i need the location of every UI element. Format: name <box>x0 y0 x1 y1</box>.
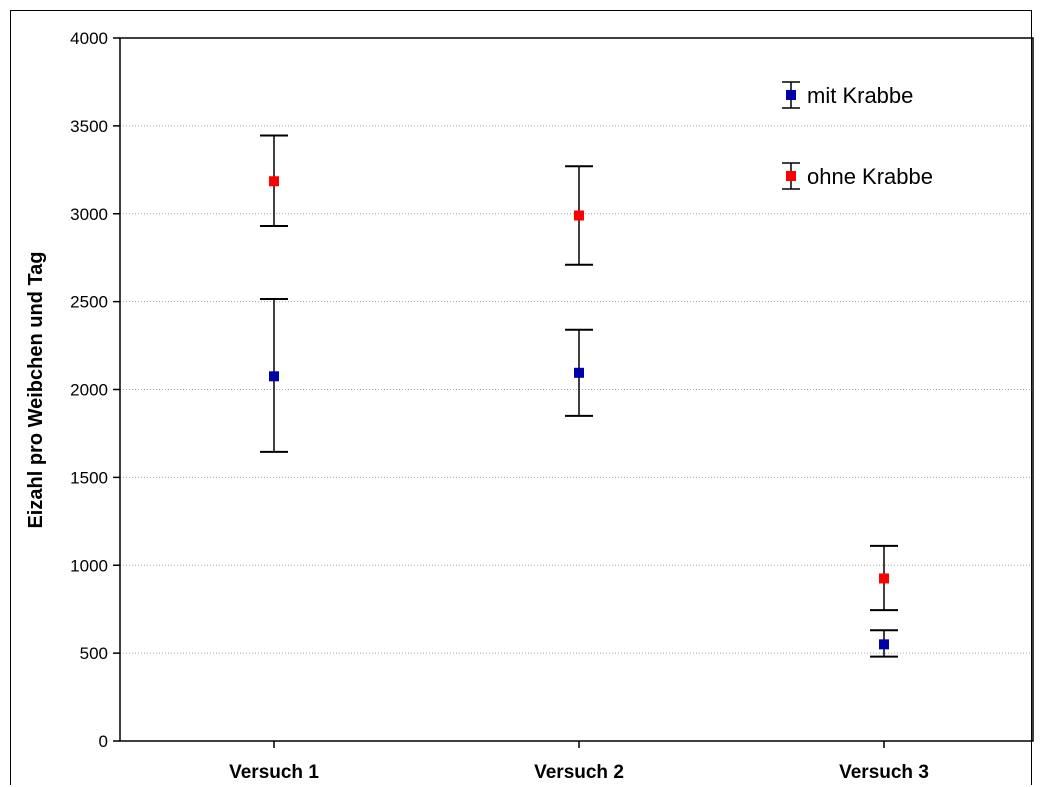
y-tick-label: 2000 <box>70 381 108 400</box>
legend-marker-ohne-krabbe <box>786 171 796 181</box>
y-tick-label: 3000 <box>70 205 108 224</box>
legend-label-mit-krabbe: mit Krabbe <box>807 83 913 108</box>
y-tick-label: 2500 <box>70 293 108 312</box>
legend-marker-mit-krabbe <box>786 90 796 100</box>
marker-ohne-krabbe <box>574 210 584 221</box>
marker-mit-krabbe <box>269 371 279 382</box>
marker-ohne-krabbe <box>879 573 889 584</box>
y-tick-label: 0 <box>99 732 108 751</box>
series-marks <box>260 134 898 658</box>
marker-mit-krabbe <box>879 639 889 650</box>
axes: 0 500 1000 1500 2000 2500 3000 3500 4000 Versuch … <box>70 29 929 783</box>
x-tick-label: Versuch 2 <box>534 762 624 783</box>
y-tick-label: 1000 <box>70 556 108 575</box>
x-tick-label: Versuch 1 <box>229 762 319 783</box>
y-axis-title: Eizahl pro Weibchen und Tag <box>25 251 47 528</box>
marker-ohne-krabbe <box>269 176 279 187</box>
marker-mit-krabbe <box>574 367 584 378</box>
legend-label-ohne-krabbe: ohne Krabbe <box>807 164 933 189</box>
y-tick-label: 4000 <box>70 29 108 48</box>
y-tick-label: 1500 <box>70 468 108 487</box>
y-tick-label: 500 <box>80 644 108 663</box>
legend: mit Krabbe ohne Krabbe <box>782 81 933 190</box>
x-tick-label: Versuch 3 <box>839 762 929 783</box>
gridlines <box>120 125 1033 654</box>
y-tick-label: 3500 <box>70 117 108 136</box>
chart-frame <box>10 10 1032 785</box>
